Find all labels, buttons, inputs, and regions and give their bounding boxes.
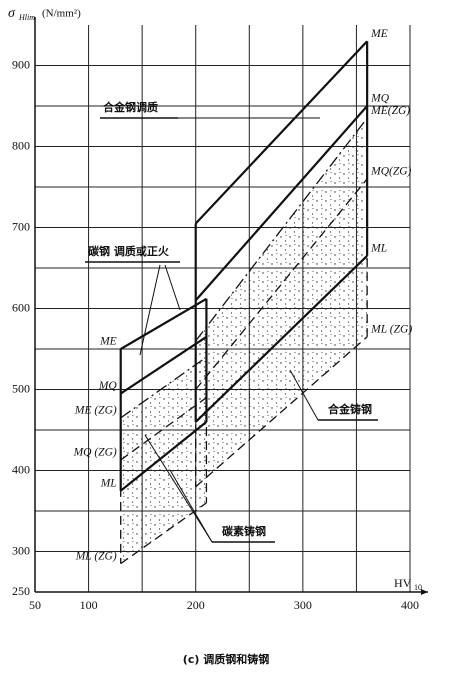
leader [164,264,181,311]
leader [144,434,213,543]
y-axis-label: σ [8,6,16,21]
series-line [194,255,368,423]
series-label: ML [100,477,117,489]
series-label: ML (ZG) [75,550,117,562]
leader [169,469,213,543]
y-tick-label: 400 [12,462,30,476]
series-label: ME [99,336,117,348]
series-line [120,297,207,350]
y-tick-label: 600 [12,300,30,314]
series-label: MQ [370,93,390,105]
x-axis-arrow [421,589,428,595]
x-tick-label: 400 [401,598,419,612]
annotation: 合金钢调质 [103,100,158,114]
y-tick-label: 800 [12,138,30,152]
x-tick-label: 200 [187,598,205,612]
caption: (c) 调质钢和铸钢 [183,652,269,666]
series-line [195,117,368,342]
leader [139,264,161,356]
series-label: ML [370,242,387,254]
y-axis-label-sub: Hlim [18,13,35,22]
x-tick-label: 50 [29,598,41,612]
series-label: MQ(ZG) [370,166,411,178]
x-tick-label: 300 [294,598,312,612]
x-axis-label-sub: 10 [414,583,422,592]
annotation: 碳素铸钢 [222,524,266,538]
series-label: ME(ZG) [370,105,410,117]
annotations: 合金钢调质 碳钢 调质或正火 合金铸钢 碳素铸钢 [85,100,378,543]
series-line [120,397,207,461]
stipple-region [195,118,368,487]
x-axis-label: HV [394,576,412,590]
y-tick-label: 500 [12,381,30,395]
series-label: ME (ZG) [74,404,117,416]
series-label: MQ [98,380,118,392]
stipple-region [120,357,207,564]
series-line [194,105,368,302]
series-line [120,421,208,492]
x-tick-label: 100 [80,598,98,612]
annotation: 合金铸钢 [328,402,372,416]
y-tick-label: 250 [12,584,30,598]
series-label: ML (ZG) [370,323,412,335]
annotation: 碳钢 调质或正火 [88,244,170,258]
series-label: ME [370,28,388,40]
series-label: MQ (ZG) [73,447,117,459]
series-line [195,336,368,488]
leader [289,369,319,421]
y-axis-unit: (N/mm²) [42,8,81,20]
y-tick-label: 300 [12,543,30,557]
series-line [120,335,208,395]
y-tick-label: 900 [12,57,30,71]
series-line [195,178,368,390]
series-line [120,502,207,565]
series-line [120,356,207,419]
y-tick-label: 700 [12,219,30,233]
series-line [194,40,368,225]
